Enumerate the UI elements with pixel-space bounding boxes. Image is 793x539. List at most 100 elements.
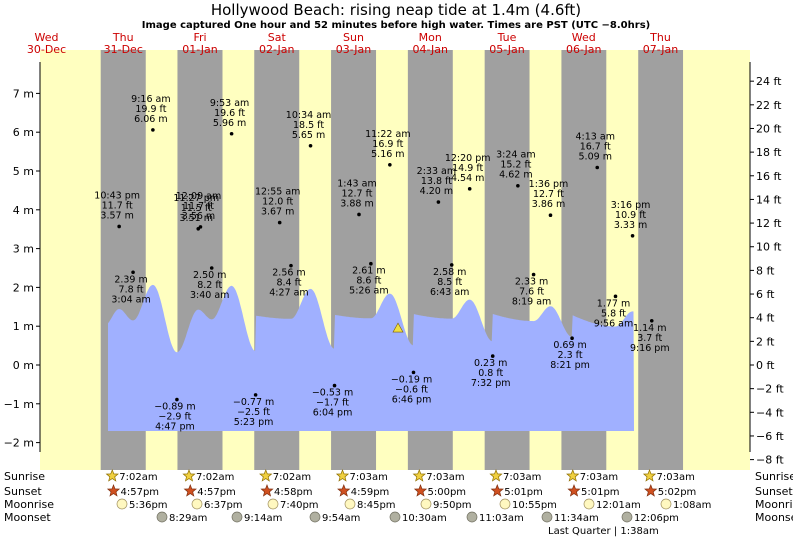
high-water-dot: [548, 213, 553, 218]
moonset-icon: [621, 511, 633, 523]
low-water-dot: [570, 336, 574, 341]
low-annotation: −1.7 ft: [316, 398, 349, 409]
low-water-dot: [369, 261, 373, 266]
sunrise-star-icon: [182, 469, 196, 482]
moonrise-time: 7:40pm: [280, 500, 319, 511]
day-label-date: 05-Jan: [489, 43, 525, 56]
low-annotation: −0.77 m: [233, 397, 274, 408]
high-annotation: 5.09 m: [579, 152, 612, 163]
low-annotation: −0.89 m: [154, 402, 195, 413]
high-annotation: 19.9 ft: [135, 104, 166, 115]
sunrise-time: 7:03am: [580, 472, 618, 483]
moonrise-time: 6:37pm: [204, 500, 243, 511]
high-annotation: 3:24 am: [496, 150, 535, 161]
day-label-dow: Thu: [112, 31, 134, 44]
day-label-dow: Tue: [497, 31, 517, 44]
right-tick-label: 2 ft: [756, 335, 775, 348]
moonrise-icon: [420, 498, 432, 510]
sunrise-time: 7:02am: [196, 472, 234, 483]
high-water-dot: [277, 220, 282, 225]
moonrise-icon: [499, 498, 511, 510]
low-annotation: 1.14 m: [633, 323, 666, 334]
low-annotation: 2.58 m: [433, 267, 466, 278]
extreme-markers: [117, 128, 654, 402]
day-label-date: 06-Jan: [566, 43, 602, 56]
high-annotation: 3.86 m: [532, 199, 565, 210]
high-annotation: 11:22 am: [365, 129, 410, 140]
high-annotation: 12.7 ft: [341, 188, 372, 199]
current-level-marker: [392, 322, 404, 333]
low-annotation: 6:43 am: [430, 287, 469, 298]
high-annotation: 5.65 m: [292, 130, 325, 141]
high-annotation: 18.5 ft: [293, 120, 324, 131]
high-annotation: 10:43 pm: [94, 190, 140, 201]
sunset-star-icon: [644, 484, 658, 497]
right-tick-label: 18 ft: [756, 146, 782, 159]
high-annotation: 12.7 ft: [533, 189, 564, 200]
low-annotation: 7.6 ft: [519, 287, 544, 298]
low-annotation: 6:04 pm: [313, 408, 353, 419]
day-label-date: 01-Jan: [182, 43, 218, 56]
day-label-dow: Thu: [649, 31, 671, 44]
sunset-time: 4:57pm: [121, 487, 160, 498]
high-annotation: 19.6 ft: [214, 108, 245, 119]
moonrise-time: 8:45pm: [357, 500, 396, 511]
day-label-dow: Fri: [193, 31, 206, 44]
sunrise-row-label-left: Sunrise: [4, 470, 45, 483]
low-annotation: 2.61 m: [352, 266, 385, 277]
low-annotation: 0.69 m: [553, 340, 586, 351]
high-annotation: 11.7 ft: [183, 201, 214, 212]
moonset-time: 9:54am: [322, 513, 360, 524]
low-water-dot: [649, 318, 654, 323]
high-annotation: 3.56 m: [182, 211, 215, 222]
moonset-time: 9:14am: [244, 513, 282, 524]
right-tick-label: 24 ft: [756, 75, 782, 88]
chart-title: Hollywood Beach: rising neap tide at 1.4…: [211, 1, 581, 19]
low-annotation: 8.6 ft: [356, 276, 381, 287]
moonset-icon: [466, 511, 478, 523]
right-tick-label: 20 ft: [756, 122, 782, 135]
high-water-dot: [467, 187, 472, 191]
moonset-row-label-left: Moonset: [4, 511, 51, 524]
sunset-star-icon: [337, 484, 351, 497]
moonrise-row-label-left: Moonrise: [4, 498, 54, 511]
sunset-star-icon: [490, 484, 504, 497]
moonset-row-label-right: Moonset: [755, 511, 793, 524]
left-tick-label: 0 m: [13, 359, 34, 372]
moonrise-time: 12:01am: [596, 500, 641, 511]
moonrise-time: 5:36pm: [129, 500, 168, 511]
high-annotation: 3:16 pm: [611, 200, 651, 211]
high-annotation: 12:09 am: [176, 191, 221, 202]
low-water-dot: [332, 383, 337, 388]
high-annotation: 11.7 ft: [102, 200, 133, 211]
high-annotation: 1:43 am: [337, 178, 376, 189]
right-tick-label: 0 ft: [756, 359, 775, 372]
left-tick-label: −1 m: [4, 398, 34, 411]
high-annotation: 12:55 am: [255, 187, 300, 198]
day-label-dow: Sat: [268, 31, 287, 44]
day-label-date: 31-Dec: [104, 43, 143, 56]
high-water-dot: [357, 212, 361, 217]
low-annotation: 8:19 am: [512, 297, 551, 308]
right-tick-label: 6 ft: [756, 288, 775, 301]
low-annotation: 3.7 ft: [637, 333, 662, 344]
moonset-time: 11:03am: [479, 513, 524, 524]
sunset-star-icon: [260, 484, 274, 497]
high-water-dot: [117, 224, 121, 229]
high-annotation: 4.62 m: [499, 170, 532, 181]
high-annotation: 2:33 am: [417, 166, 456, 177]
high-annotation: 10:34 am: [286, 110, 331, 121]
night-band: [638, 50, 684, 470]
axes: −2 m −1 m 0 m 1 m 2 m 3 m 4 m 5 m 6 m 7 m −8 ft −6 …: [4, 62, 784, 467]
sunrise-star-icon: [412, 469, 426, 482]
high-annotation: 13.8 ft: [421, 176, 452, 187]
day-label-dow: Wed: [35, 31, 59, 44]
moon-phase-label: Last Quarter | 1:38am: [548, 526, 659, 537]
moonset-time: 8:29am: [169, 513, 207, 524]
low-annotation: 4:47 pm: [155, 422, 195, 433]
high-annotation: 4:13 am: [576, 132, 615, 143]
sunrise-star-icon: [489, 469, 503, 482]
left-tick-label: 2 m: [13, 281, 34, 294]
high-annotation: 15.2 ft: [500, 160, 531, 171]
high-annotation: 14.9 ft: [452, 163, 483, 174]
